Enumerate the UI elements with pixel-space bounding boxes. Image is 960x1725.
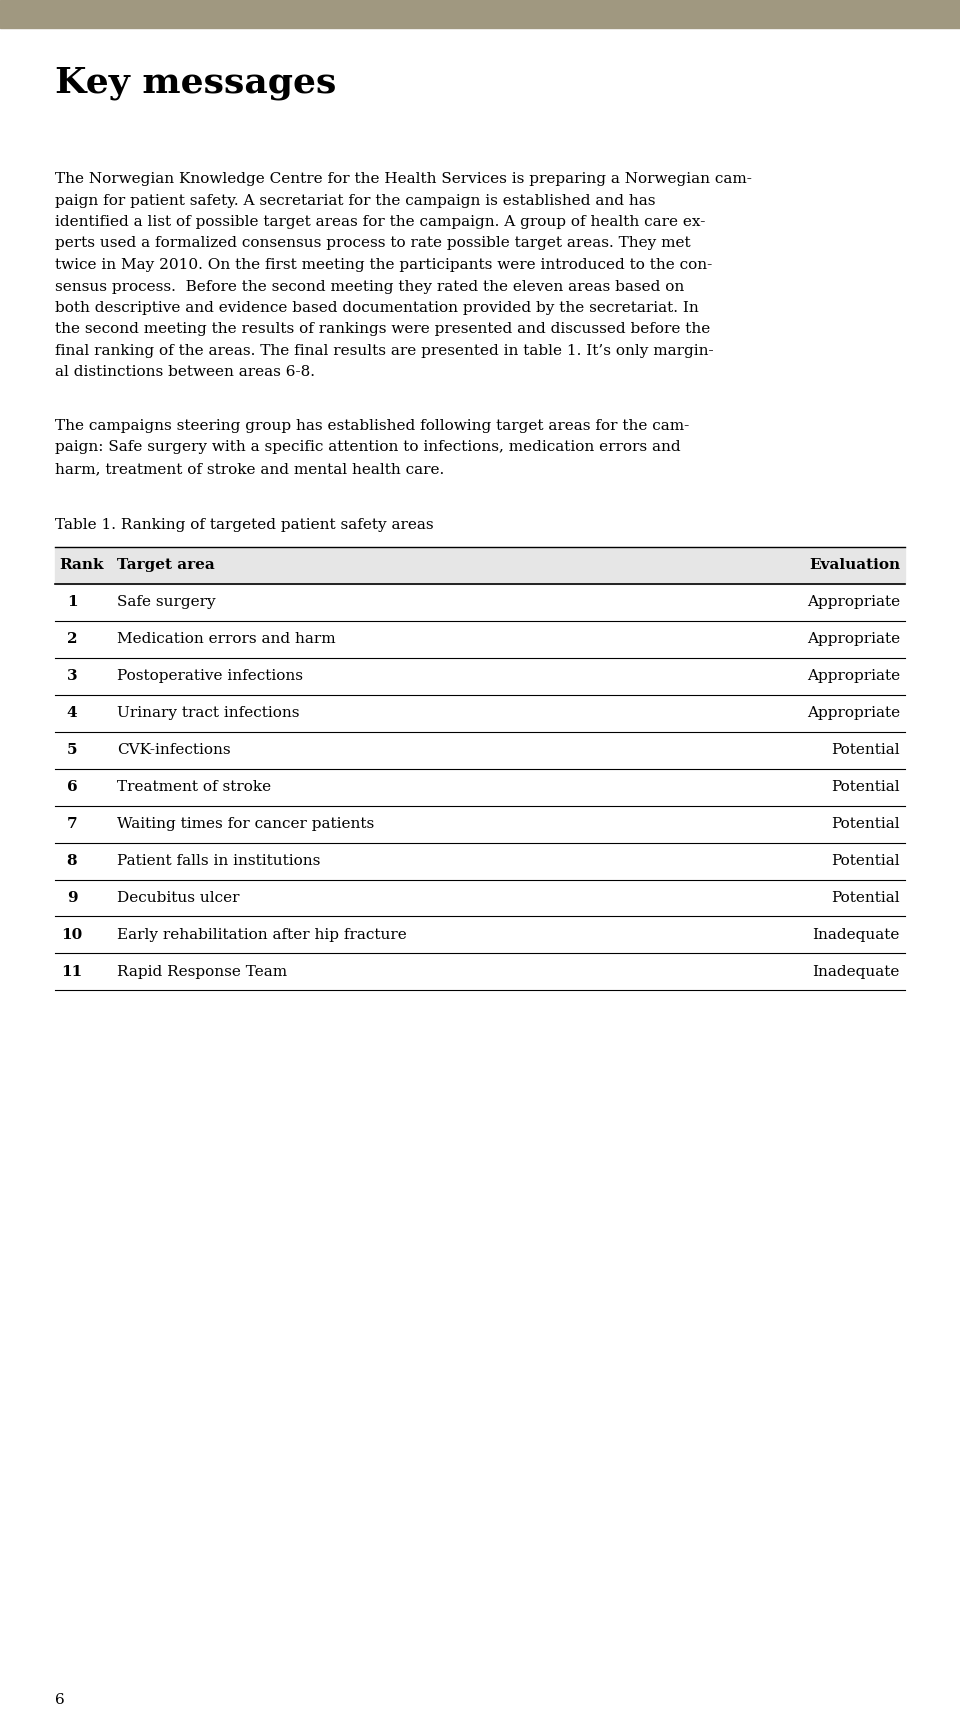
Text: The Norwegian Knowledge Centre for the Health Services is preparing a Norwegian : The Norwegian Knowledge Centre for the H…: [55, 172, 752, 186]
Text: Rapid Response Team: Rapid Response Team: [117, 964, 287, 980]
Text: Potential: Potential: [831, 818, 900, 831]
Text: 6: 6: [66, 780, 78, 794]
Text: 7: 7: [66, 818, 78, 831]
Text: Early rehabilitation after hip fracture: Early rehabilitation after hip fracture: [117, 928, 407, 942]
Text: Patient falls in institutions: Patient falls in institutions: [117, 854, 321, 868]
Text: Waiting times for cancer patients: Waiting times for cancer patients: [117, 818, 374, 831]
Text: Decubitus ulcer: Decubitus ulcer: [117, 892, 239, 906]
Bar: [55, 547, 905, 583]
Text: harm, treatment of stroke and mental health care.: harm, treatment of stroke and mental hea…: [55, 462, 444, 476]
Text: Postoperative infections: Postoperative infections: [117, 669, 303, 683]
Text: Treatment of stroke: Treatment of stroke: [117, 780, 271, 794]
Text: Table 1. Ranking of targeted patient safety areas: Table 1. Ranking of targeted patient saf…: [55, 519, 434, 533]
Text: Appropriate: Appropriate: [806, 631, 900, 645]
Text: Appropriate: Appropriate: [806, 595, 900, 609]
Text: 1: 1: [66, 595, 78, 609]
Text: 10: 10: [61, 928, 83, 942]
Text: Urinary tract infections: Urinary tract infections: [117, 706, 300, 719]
Text: 6: 6: [55, 1692, 64, 1708]
Text: Potential: Potential: [831, 892, 900, 906]
Text: Key messages: Key messages: [55, 66, 336, 100]
Text: 5: 5: [67, 743, 77, 757]
Text: Rank: Rank: [59, 557, 104, 573]
Text: The campaigns steering group has established following target areas for the cam-: The campaigns steering group has establi…: [55, 419, 689, 433]
Text: paign: Safe surgery with a specific attention to infections, medication errors a: paign: Safe surgery with a specific atte…: [55, 440, 681, 454]
Text: paign for patient safety. A secretariat for the campaign is established and has: paign for patient safety. A secretariat …: [55, 193, 656, 207]
Text: 11: 11: [61, 964, 83, 980]
Text: Potential: Potential: [831, 743, 900, 757]
Text: 4: 4: [66, 706, 78, 719]
Text: Target area: Target area: [117, 557, 215, 573]
Bar: [0, 0, 960, 28]
Text: Potential: Potential: [831, 854, 900, 868]
Text: CVK-infections: CVK-infections: [117, 743, 230, 757]
Text: Inadequate: Inadequate: [812, 964, 900, 980]
Text: perts used a formalized consensus process to rate possible target areas. They me: perts used a formalized consensus proces…: [55, 236, 690, 250]
Text: twice in May 2010. On the first meeting the participants were introduced to the : twice in May 2010. On the first meeting …: [55, 259, 712, 273]
Text: identified a list of possible target areas for the campaign. A group of health c: identified a list of possible target are…: [55, 216, 706, 229]
Text: Appropriate: Appropriate: [806, 669, 900, 683]
Text: the second meeting the results of rankings were presented and discussed before t: the second meeting the results of rankin…: [55, 323, 710, 336]
Text: Potential: Potential: [831, 780, 900, 794]
Text: Safe surgery: Safe surgery: [117, 595, 216, 609]
Text: Evaluation: Evaluation: [809, 557, 900, 573]
Text: Appropriate: Appropriate: [806, 706, 900, 719]
Text: both descriptive and evidence based documentation provided by the secretariat. I: both descriptive and evidence based docu…: [55, 300, 699, 316]
Text: 3: 3: [66, 669, 78, 683]
Text: 9: 9: [66, 892, 78, 906]
Text: sensus process.  Before the second meeting they rated the eleven areas based on: sensus process. Before the second meetin…: [55, 279, 684, 293]
Text: Inadequate: Inadequate: [812, 928, 900, 942]
Text: 2: 2: [67, 631, 77, 645]
Text: final ranking of the areas. The final results are presented in table 1. It’s onl: final ranking of the areas. The final re…: [55, 343, 713, 359]
Text: Medication errors and harm: Medication errors and harm: [117, 631, 336, 645]
Text: 8: 8: [66, 854, 78, 868]
Text: al distinctions between areas 6-8.: al distinctions between areas 6-8.: [55, 366, 315, 380]
